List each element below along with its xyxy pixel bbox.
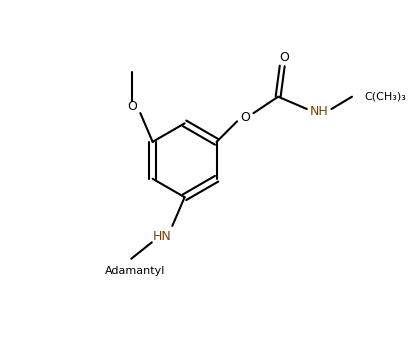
Text: HN: HN: [153, 230, 171, 243]
Text: Adamantyl: Adamantyl: [105, 266, 166, 276]
Text: NH: NH: [310, 104, 329, 118]
Text: O: O: [279, 51, 289, 64]
Text: C(CH₃)₃: C(CH₃)₃: [364, 92, 406, 102]
Text: O: O: [240, 111, 250, 124]
Text: O: O: [127, 100, 137, 114]
